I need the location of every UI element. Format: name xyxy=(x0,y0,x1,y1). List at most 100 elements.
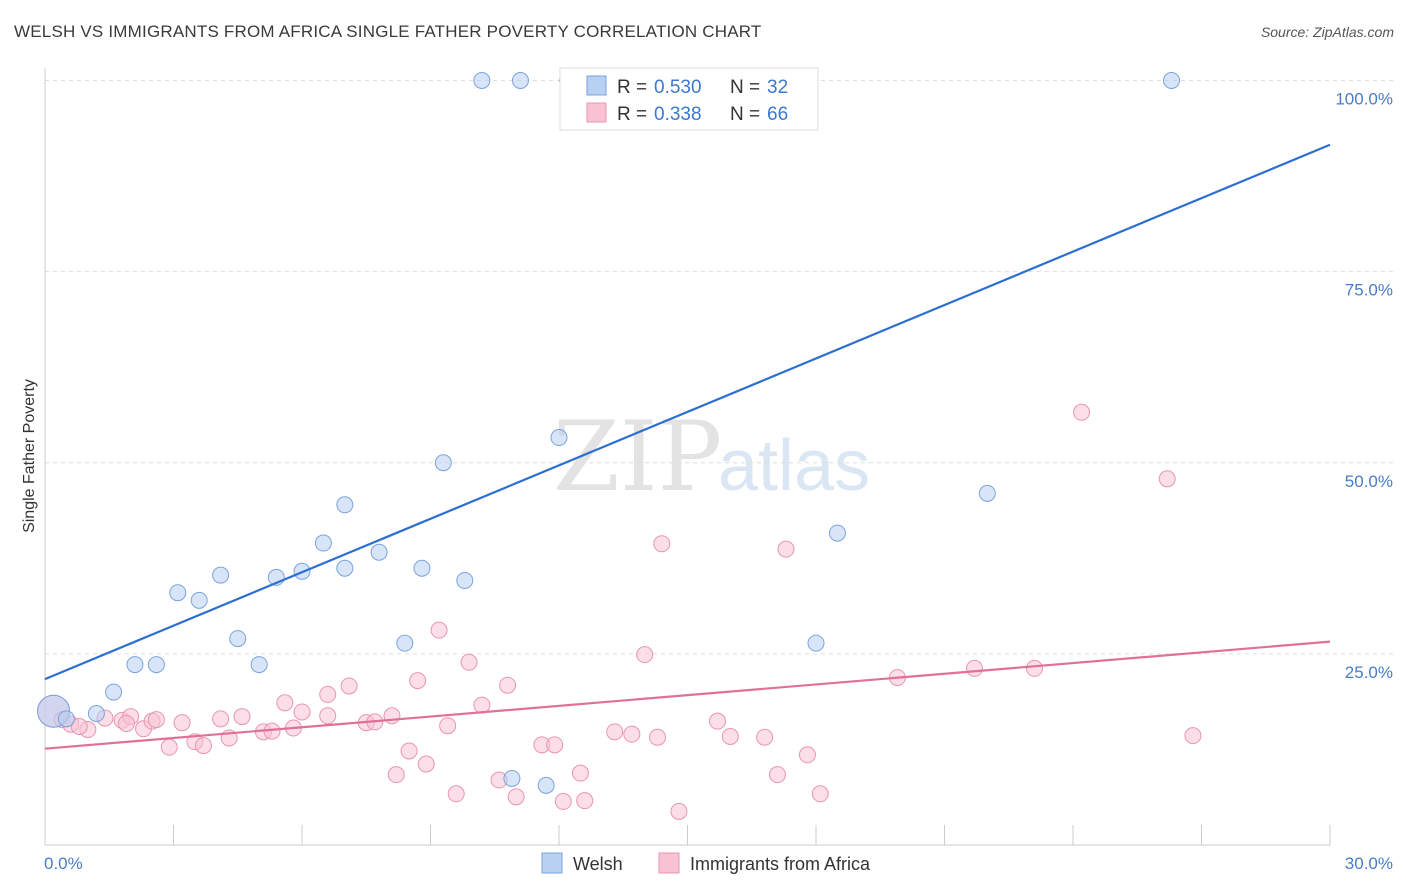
welsh-point xyxy=(434,454,452,472)
africa-point xyxy=(194,737,212,755)
welsh-point xyxy=(511,72,529,89)
welsh-point xyxy=(537,776,555,794)
bottom-legend-africa: Immigrants from Africa xyxy=(690,854,871,874)
watermark-atlas: atlas xyxy=(718,426,870,506)
bottom-legend: Welsh Immigrants from Africa xyxy=(541,852,871,874)
africa-point xyxy=(768,766,786,784)
africa-point xyxy=(447,785,465,803)
africa-point xyxy=(576,792,594,810)
legend-africa-r-label: R = xyxy=(617,104,647,125)
welsh-point xyxy=(828,524,846,542)
welsh-point xyxy=(370,543,388,561)
africa-point xyxy=(554,792,572,810)
welsh-point xyxy=(503,769,521,787)
y-tick-label-75: 75.0% xyxy=(1345,281,1393,300)
welsh-point xyxy=(212,566,230,584)
africa-point xyxy=(383,707,401,725)
watermark: ZIP atlas xyxy=(553,401,870,513)
africa-point xyxy=(409,672,427,690)
y-tick-label-25: 25.0% xyxy=(1345,663,1393,682)
legend-welsh-r-label: R = xyxy=(617,77,647,98)
welsh-point xyxy=(473,72,491,89)
africa-point xyxy=(319,685,337,703)
africa-point xyxy=(546,736,564,754)
bottom-legend-welsh: Welsh xyxy=(573,854,623,874)
welsh-point xyxy=(190,591,208,609)
africa-point xyxy=(340,677,358,695)
africa-point xyxy=(1184,727,1202,745)
welsh-point xyxy=(87,705,105,723)
africa-point xyxy=(233,708,251,726)
welsh-point xyxy=(105,683,123,701)
welsh-point xyxy=(456,571,474,589)
welsh-point xyxy=(126,656,144,674)
africa-point xyxy=(777,540,795,558)
africa-point xyxy=(173,714,191,732)
africa-point xyxy=(147,711,165,729)
africa-point xyxy=(1158,470,1176,488)
x-tick-label-max: 30.0% xyxy=(1345,854,1393,873)
welsh-point xyxy=(250,656,268,674)
welsh-point xyxy=(336,496,354,514)
africa-point xyxy=(473,696,491,714)
legend-swatch-welsh xyxy=(586,75,607,96)
y-tick-label-100: 100.0% xyxy=(1335,90,1393,109)
africa-point xyxy=(653,535,671,553)
legend-welsh-n-value: 32 xyxy=(767,77,788,98)
welsh-point xyxy=(807,634,825,652)
africa-point xyxy=(460,653,478,671)
legend-welsh-n-label: N = xyxy=(730,77,760,98)
welsh-trend-line xyxy=(44,143,1331,681)
africa-point xyxy=(649,728,667,746)
y-tick-label-50: 50.0% xyxy=(1345,472,1393,491)
africa-point xyxy=(439,717,457,735)
africa-point xyxy=(499,676,517,694)
africa-point xyxy=(721,727,739,745)
legend-africa-r-value: 0.338 xyxy=(654,104,702,125)
welsh-point xyxy=(336,559,354,577)
legend-africa-n-value: 66 xyxy=(767,104,788,125)
africa-point xyxy=(430,621,448,639)
bottom-legend-swatch-africa xyxy=(658,852,680,874)
africa-point xyxy=(636,646,654,664)
y-axis-label: Single Father Poverty xyxy=(21,379,38,533)
africa-point xyxy=(623,725,641,743)
africa-point xyxy=(293,703,311,721)
africa-point xyxy=(387,766,405,784)
africa-point xyxy=(708,712,726,730)
welsh-point xyxy=(147,656,165,674)
welsh-point xyxy=(229,630,247,648)
africa-point xyxy=(417,755,435,773)
africa-point xyxy=(507,788,525,806)
x-ticks xyxy=(173,825,1331,845)
welsh-point xyxy=(550,429,568,447)
gridlines xyxy=(45,80,1393,655)
welsh-point xyxy=(314,534,332,552)
africa-point xyxy=(319,707,337,725)
africa-point xyxy=(117,714,135,732)
africa-point xyxy=(160,738,178,756)
africa-point xyxy=(670,802,688,820)
welsh-point xyxy=(1163,72,1181,89)
africa-trend-line xyxy=(44,640,1331,750)
legend-africa-n-label: N = xyxy=(730,104,760,125)
africa-point xyxy=(1073,403,1091,421)
welsh-series xyxy=(37,72,1181,794)
bottom-legend-swatch-welsh xyxy=(541,852,563,874)
legend: R = 0.530 N = 32 R = 0.338 N = 66 xyxy=(559,67,819,131)
welsh-point xyxy=(396,634,414,652)
africa-point xyxy=(756,728,774,746)
africa-point xyxy=(811,785,829,803)
legend-welsh-r-value: 0.530 xyxy=(654,77,702,98)
africa-point xyxy=(1025,659,1043,677)
africa-point xyxy=(571,764,589,782)
africa-point xyxy=(276,694,294,712)
source-label: Source: ZipAtlas.com xyxy=(1260,24,1394,40)
y-tick-labels: 25.0% 50.0% 75.0% 100.0% xyxy=(1335,90,1393,682)
africa-point xyxy=(798,746,816,764)
legend-swatch-africa xyxy=(586,102,607,123)
africa-point xyxy=(212,710,230,728)
x-tick-label-min: 0.0% xyxy=(44,854,83,873)
welsh-point xyxy=(169,584,187,602)
